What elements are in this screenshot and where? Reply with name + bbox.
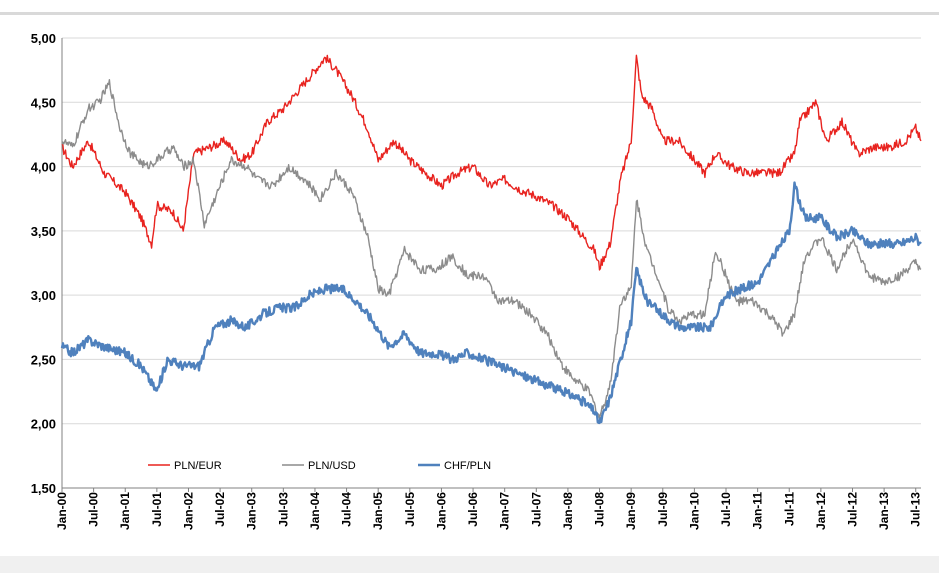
- series-line-chf-pln: [60, 181, 922, 425]
- series-line-pln-eur: [61, 54, 922, 271]
- x-tick-label: Jul-12: [845, 492, 859, 527]
- y-tick-label: 4,50: [31, 95, 56, 110]
- x-tick-label: Jul-10: [719, 492, 733, 527]
- x-tick-label: Jul-02: [213, 492, 227, 527]
- x-tick-label: Jul-07: [529, 492, 543, 527]
- x-tick-label: Jul-08: [593, 492, 607, 527]
- y-tick-label: 5,00: [31, 31, 56, 46]
- x-tick-label: Jan-00: [55, 492, 69, 530]
- x-tick-label: Jan-12: [814, 492, 828, 530]
- x-tick-label: Jul-05: [403, 492, 417, 527]
- x-tick-label: Jan-05: [371, 492, 385, 530]
- x-tick-label: Jan-03: [245, 492, 259, 530]
- y-tick-label: 4,00: [31, 160, 56, 175]
- legend-label: PLN/EUR: [174, 460, 222, 472]
- series-line-pln-usd: [61, 78, 922, 420]
- x-tick-label: Jan-08: [561, 492, 575, 530]
- x-tick-label: Jul-03: [276, 492, 290, 527]
- legend-label: CHF/PLN: [444, 460, 491, 472]
- x-tick-label: Jan-01: [118, 492, 132, 530]
- x-tick-label: Jan-13: [877, 492, 891, 530]
- x-tick-label: Jul-09: [656, 492, 670, 527]
- x-tick-label: Jul-04: [340, 492, 354, 527]
- y-tick-label: 1,50: [31, 481, 56, 496]
- top-border: [0, 0, 939, 15]
- x-tick-label: Jul-01: [150, 492, 164, 527]
- y-tick-label: 2,00: [31, 417, 56, 432]
- x-tick-label: Jan-06: [434, 492, 448, 530]
- x-tick-label: Jan-10: [687, 492, 701, 530]
- y-tick-label: 2,50: [31, 352, 56, 367]
- x-tick-label: Jul-00: [87, 492, 101, 527]
- y-tick-label: 3,00: [31, 288, 56, 303]
- x-tick-label: Jul-11: [782, 492, 796, 526]
- x-tick-label: Jan-07: [498, 492, 512, 530]
- y-tick-label: 3,50: [31, 224, 56, 239]
- x-tick-label: Jan-11: [751, 492, 765, 530]
- x-tick-label: Jan-09: [624, 492, 638, 530]
- bottom-border: [0, 556, 939, 573]
- exchange-rate-line-chart: 1,50 2,00 2,50 3,00 3,50 4,00 4,50 5,00 Jan-00 Ju…: [31, 31, 923, 530]
- x-tick-label: Jul-06: [466, 492, 480, 527]
- x-tick-label: Jul-13: [909, 492, 923, 527]
- x-tick-label: Jan-04: [308, 492, 322, 530]
- x-tick-label: Jan-02: [181, 492, 195, 530]
- legend-label: PLN/USD: [308, 460, 356, 472]
